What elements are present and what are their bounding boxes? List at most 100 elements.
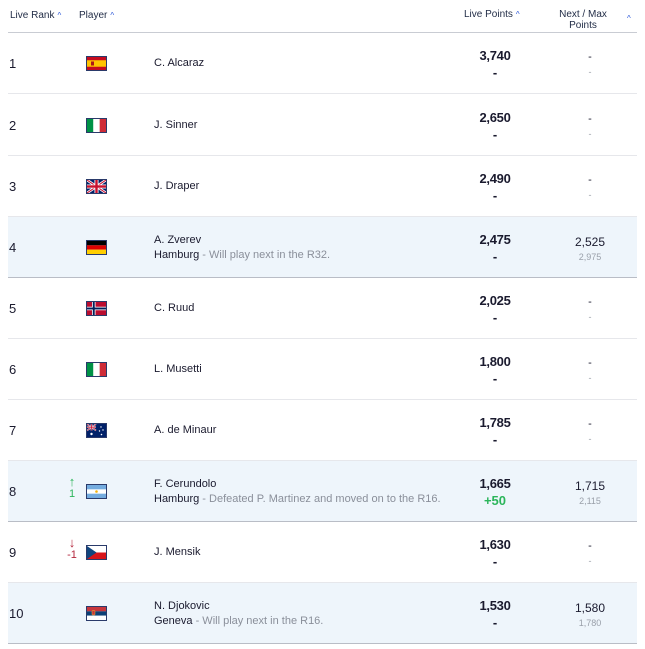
next-points-value: - <box>588 113 592 125</box>
table-row[interactable]: 5 C. Ruud 2,025 - - - <box>8 278 637 339</box>
table-row[interactable]: 9 ↓ -1 J. Mensik 1,630 - - - <box>8 522 637 583</box>
table-row[interactable]: 10 N. Djokovic Geneva - Will play next in … <box>8 583 637 644</box>
rank-number: 9 <box>9 545 17 560</box>
table-row[interactable]: 2 J. Sinner 2,650 - - - <box>8 95 637 156</box>
max-points-value: - <box>588 434 592 444</box>
points-change-value: - <box>492 127 498 142</box>
next-points-value: - <box>588 357 592 369</box>
sort-live-points-button[interactable]: Live Points ^ <box>464 9 520 20</box>
points-change-value: - <box>492 310 498 325</box>
sort-caret-icon: ^ <box>57 11 62 20</box>
live-points-value: 1,665 <box>479 476 511 491</box>
match-status-text: - Will play next in the R16. <box>192 615 324 627</box>
next-points-value: - <box>588 296 592 308</box>
next-points-value: - <box>588 51 592 63</box>
max-points-value: 2,975 <box>578 252 602 262</box>
player-name-link[interactable]: A. Zverev <box>154 234 202 246</box>
points-change-value: - <box>492 188 498 203</box>
next-points-value: 2,525 <box>574 235 606 249</box>
tournament-name: Hamburg <box>154 249 200 261</box>
rank-change-value: -1 <box>67 549 77 561</box>
rank-number: 3 <box>9 179 17 194</box>
max-points-value: 1,780 <box>578 618 602 628</box>
player-name-link[interactable]: F. Cerundolo <box>154 478 217 490</box>
player-name-link[interactable]: N. Djokovic <box>154 600 210 612</box>
norway-flag-icon <box>87 302 106 315</box>
spain-flag-icon <box>87 57 106 70</box>
live-points-value: 2,650 <box>479 110 511 125</box>
tournament-name: Geneva <box>154 615 193 627</box>
table-row[interactable]: 3 J. Draper 2,490 - - - <box>8 156 637 217</box>
live-points-value: 1,630 <box>479 537 511 552</box>
table-row[interactable]: 8 ↑ 1 F. Cerundolo Hamburg - Defeated P. Mar… <box>8 461 637 522</box>
live-points-header: Live Points <box>464 9 513 20</box>
sort-live-rank-button[interactable]: Live Rank ^ <box>10 10 61 21</box>
table-row[interactable]: 4 A. Zverev Hamburg - Will play next in th… <box>8 217 637 278</box>
italy-flag-icon <box>87 119 106 132</box>
player-name-link[interactable]: A. de Minaur <box>154 424 217 436</box>
player-name-link[interactable]: C. Alcaraz <box>154 57 205 69</box>
uk-flag-icon <box>87 180 106 193</box>
next-max-points-header: Next / Max Points <box>548 9 618 31</box>
sort-caret-icon: ^ <box>515 10 520 19</box>
sort-player-button[interactable]: Player ^ <box>79 10 114 21</box>
live-points-value: 1,800 <box>479 354 511 369</box>
next-points-value: 1,580 <box>574 601 606 615</box>
rank-number: 1 <box>9 56 17 71</box>
argentina-flag-icon <box>87 485 106 498</box>
points-change-value: - <box>492 554 498 569</box>
max-points-value: 2,115 <box>579 496 601 506</box>
rank-number: 4 <box>9 240 17 255</box>
table-row[interactable]: 7 A. de Minaur 1,785 - - - <box>8 400 637 461</box>
next-points-value: - <box>588 174 592 186</box>
points-change-value: +50 <box>483 493 507 508</box>
rank-change-value: 1 <box>68 488 76 500</box>
italy-flag-icon <box>87 363 106 376</box>
max-points-value: - <box>588 67 592 77</box>
match-status-text: - Defeated P. Martinez and moved on to t… <box>199 493 441 505</box>
max-points-value: - <box>588 373 592 383</box>
rank-number: 8 <box>9 484 17 499</box>
points-change-value: - <box>492 65 498 80</box>
live-points-value: 2,475 <box>479 232 511 247</box>
max-points-value: - <box>588 190 592 200</box>
rank-movement: ↓ -1 <box>62 536 82 562</box>
table-row[interactable]: 6 L. Musetti 1,800 - - - <box>8 339 637 400</box>
live-rank-header: Live Rank <box>10 10 55 21</box>
sort-caret-icon: ^ <box>627 14 631 23</box>
rank-number: 10 <box>9 606 24 621</box>
live-points-value: 2,025 <box>479 293 511 308</box>
points-change-value: - <box>492 371 498 386</box>
rank-number: 7 <box>9 423 17 438</box>
sort-next-max-button[interactable]: ^ <box>624 14 631 23</box>
player-name-link[interactable]: J. Sinner <box>154 119 198 131</box>
max-points-value: - <box>588 129 592 139</box>
sort-caret-icon: ^ <box>110 11 115 20</box>
tournament-status: Hamburg - Defeated P. Martinez and moved… <box>154 493 441 505</box>
next-points-value: - <box>588 418 592 430</box>
tournament-status: Geneva - Will play next in the R16. <box>154 615 323 627</box>
arrow-down-icon: ↓ <box>68 535 76 550</box>
points-change-value: - <box>492 249 498 264</box>
serbia-flag-icon <box>87 607 106 620</box>
player-header: Player <box>79 10 108 21</box>
player-name-link[interactable]: C. Ruud <box>154 302 195 314</box>
match-status-text: - Will play next in the R32. <box>199 249 331 261</box>
live-points-value: 1,785 <box>479 415 511 430</box>
rank-number: 6 <box>9 362 17 377</box>
player-name-link[interactable]: J. Draper <box>154 180 200 192</box>
max-points-value: - <box>588 312 592 322</box>
live-points-value: 3,740 <box>479 48 511 63</box>
player-name-link[interactable]: J. Mensik <box>154 546 201 558</box>
next-points-value: - <box>588 540 592 552</box>
tournament-status: Hamburg - Will play next in the R32. <box>154 249 330 261</box>
next-max-header-line1: Next / Max <box>559 9 607 20</box>
germany-flag-icon <box>87 241 106 254</box>
arrow-up-icon: ↑ <box>68 474 76 489</box>
points-change-value: - <box>492 432 498 447</box>
next-max-header-line2: Points <box>569 20 597 31</box>
table-row[interactable]: 1 C. Alcaraz 3,740 - - - <box>8 33 637 94</box>
table-header: Live Rank ^ Player ^ Live Points ^ Next … <box>8 0 637 33</box>
player-name-link[interactable]: L. Musetti <box>154 363 202 375</box>
rank-number: 2 <box>9 118 17 133</box>
